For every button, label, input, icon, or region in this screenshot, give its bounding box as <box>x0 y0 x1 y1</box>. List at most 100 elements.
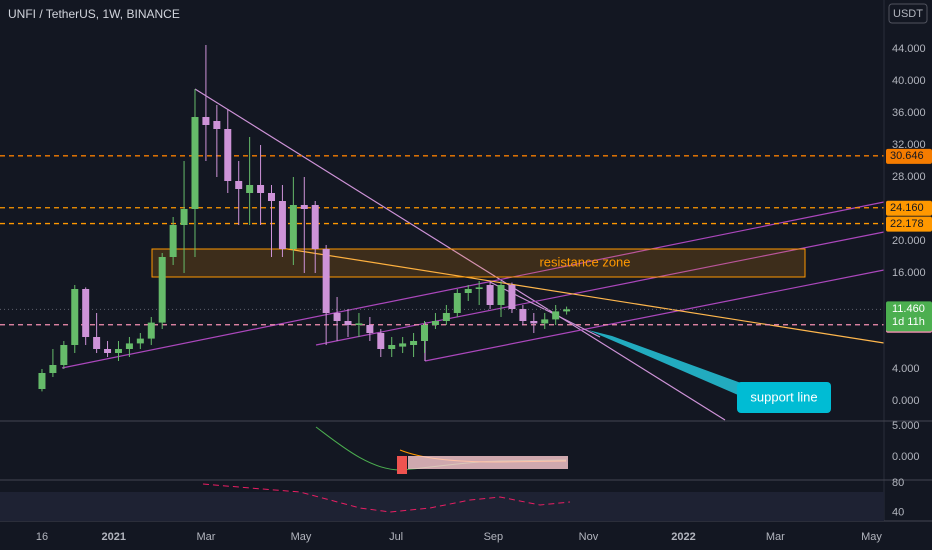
candle-body <box>552 311 560 320</box>
price-badge <box>886 200 932 216</box>
trend-line <box>61 201 885 369</box>
candle-body <box>508 285 516 309</box>
candle-body <box>60 345 68 365</box>
currency: USDT <box>893 8 923 20</box>
x-tick-label: Mar <box>766 531 785 543</box>
trend-line <box>424 269 885 362</box>
x-tick-label: May <box>291 531 312 543</box>
candle-body <box>136 338 144 344</box>
annotation: support line <box>750 389 817 404</box>
callout-pointer <box>588 330 752 398</box>
y-tick-label: 4.000 <box>892 363 920 375</box>
pane-tick-label: 80 <box>892 477 904 489</box>
candle-body <box>224 129 232 181</box>
candle-body <box>169 225 177 257</box>
candle-body <box>355 323 363 325</box>
candle-body <box>202 117 210 125</box>
candle-body <box>464 289 472 293</box>
x-tick-label: Jul <box>389 531 403 543</box>
x-tick-label: 2021 <box>102 531 126 543</box>
candle-body <box>289 205 297 249</box>
candle-body <box>49 365 57 373</box>
candle-body <box>180 209 188 225</box>
candle-body <box>366 325 374 333</box>
pane-tick-label: 5.000 <box>892 420 920 432</box>
y-tick-label: 16.000 <box>892 267 926 279</box>
candle-body <box>93 337 101 349</box>
x-tick-label: Mar <box>196 531 215 543</box>
x-tick-label: Nov <box>579 531 599 543</box>
candle-body <box>431 321 439 325</box>
y-tick-label: 40.000 <box>892 75 926 87</box>
drawings <box>61 88 885 421</box>
candle-body <box>563 309 571 312</box>
candle-body <box>300 205 308 209</box>
zone-label: resistance zone <box>539 254 630 269</box>
y-tick-label: 0.000 <box>892 395 920 407</box>
candle-body <box>213 121 221 129</box>
candle-body <box>519 309 527 321</box>
candle-body <box>541 319 549 324</box>
x-tick-label: May <box>861 531 882 543</box>
price-label: 30.646 <box>890 150 924 162</box>
candle-body <box>497 285 505 305</box>
candle-body <box>267 193 275 201</box>
candle-body <box>235 181 243 189</box>
trend-line <box>280 247 885 344</box>
currency-box <box>888 3 928 24</box>
candle-body <box>475 287 483 289</box>
pane-tick-label: 40 <box>892 507 904 519</box>
candle-body <box>71 289 79 345</box>
candle-body <box>191 117 199 209</box>
indicator-bar <box>397 456 407 474</box>
candle-body <box>104 349 112 353</box>
candle-body <box>147 322 155 339</box>
y-tick-label: 28.000 <box>892 171 926 183</box>
candle-body <box>278 201 286 249</box>
candle-body <box>530 321 538 324</box>
candle-body <box>322 249 330 313</box>
x-tick-label: 2022 <box>671 531 695 543</box>
price-badge <box>886 148 932 164</box>
last-price-label: 11.460 <box>892 303 925 315</box>
candle-body <box>114 349 122 353</box>
price-badge <box>886 216 932 232</box>
candle-body <box>246 185 254 193</box>
candle-body <box>158 257 166 323</box>
x-tick-label: 16 <box>36 531 48 543</box>
candle-body <box>453 293 461 313</box>
y-tick-label: 36.000 <box>892 107 926 119</box>
candle-body <box>377 333 385 349</box>
candle-body <box>333 313 341 321</box>
trend-line <box>194 88 726 421</box>
price-label: 22.178 <box>890 218 924 230</box>
candle-body <box>388 345 396 349</box>
candle-body <box>399 343 407 347</box>
last-price-badge <box>886 301 932 332</box>
resistance-zone <box>151 248 806 278</box>
price-label: 24.160 <box>890 202 924 214</box>
candle-body <box>486 285 494 305</box>
rsi-line <box>202 483 571 513</box>
candle-body <box>344 321 352 325</box>
y-tick-label: 44.000 <box>892 43 926 55</box>
countdown: 1d 11h <box>892 316 925 328</box>
trend-line <box>315 231 885 346</box>
candle-body <box>442 313 450 321</box>
candle-body <box>311 205 319 249</box>
candle-body <box>257 185 265 193</box>
pane-tick-label: 0.000 <box>892 451 920 463</box>
candle-body <box>38 373 46 389</box>
y-tick-label: 32.000 <box>892 139 926 151</box>
x-tick-label: Sep <box>484 531 504 543</box>
candle-body <box>82 289 90 337</box>
indicator-bar <box>408 456 568 469</box>
candle-body <box>410 341 418 345</box>
chart-title: UNFI / TetherUS, 1W, BINANCE <box>8 7 180 21</box>
candle-body <box>125 343 133 349</box>
y-tick-label: 20.000 <box>892 235 926 247</box>
callout-box <box>737 382 831 413</box>
rsi-band <box>0 492 884 521</box>
candle-body <box>421 325 429 341</box>
